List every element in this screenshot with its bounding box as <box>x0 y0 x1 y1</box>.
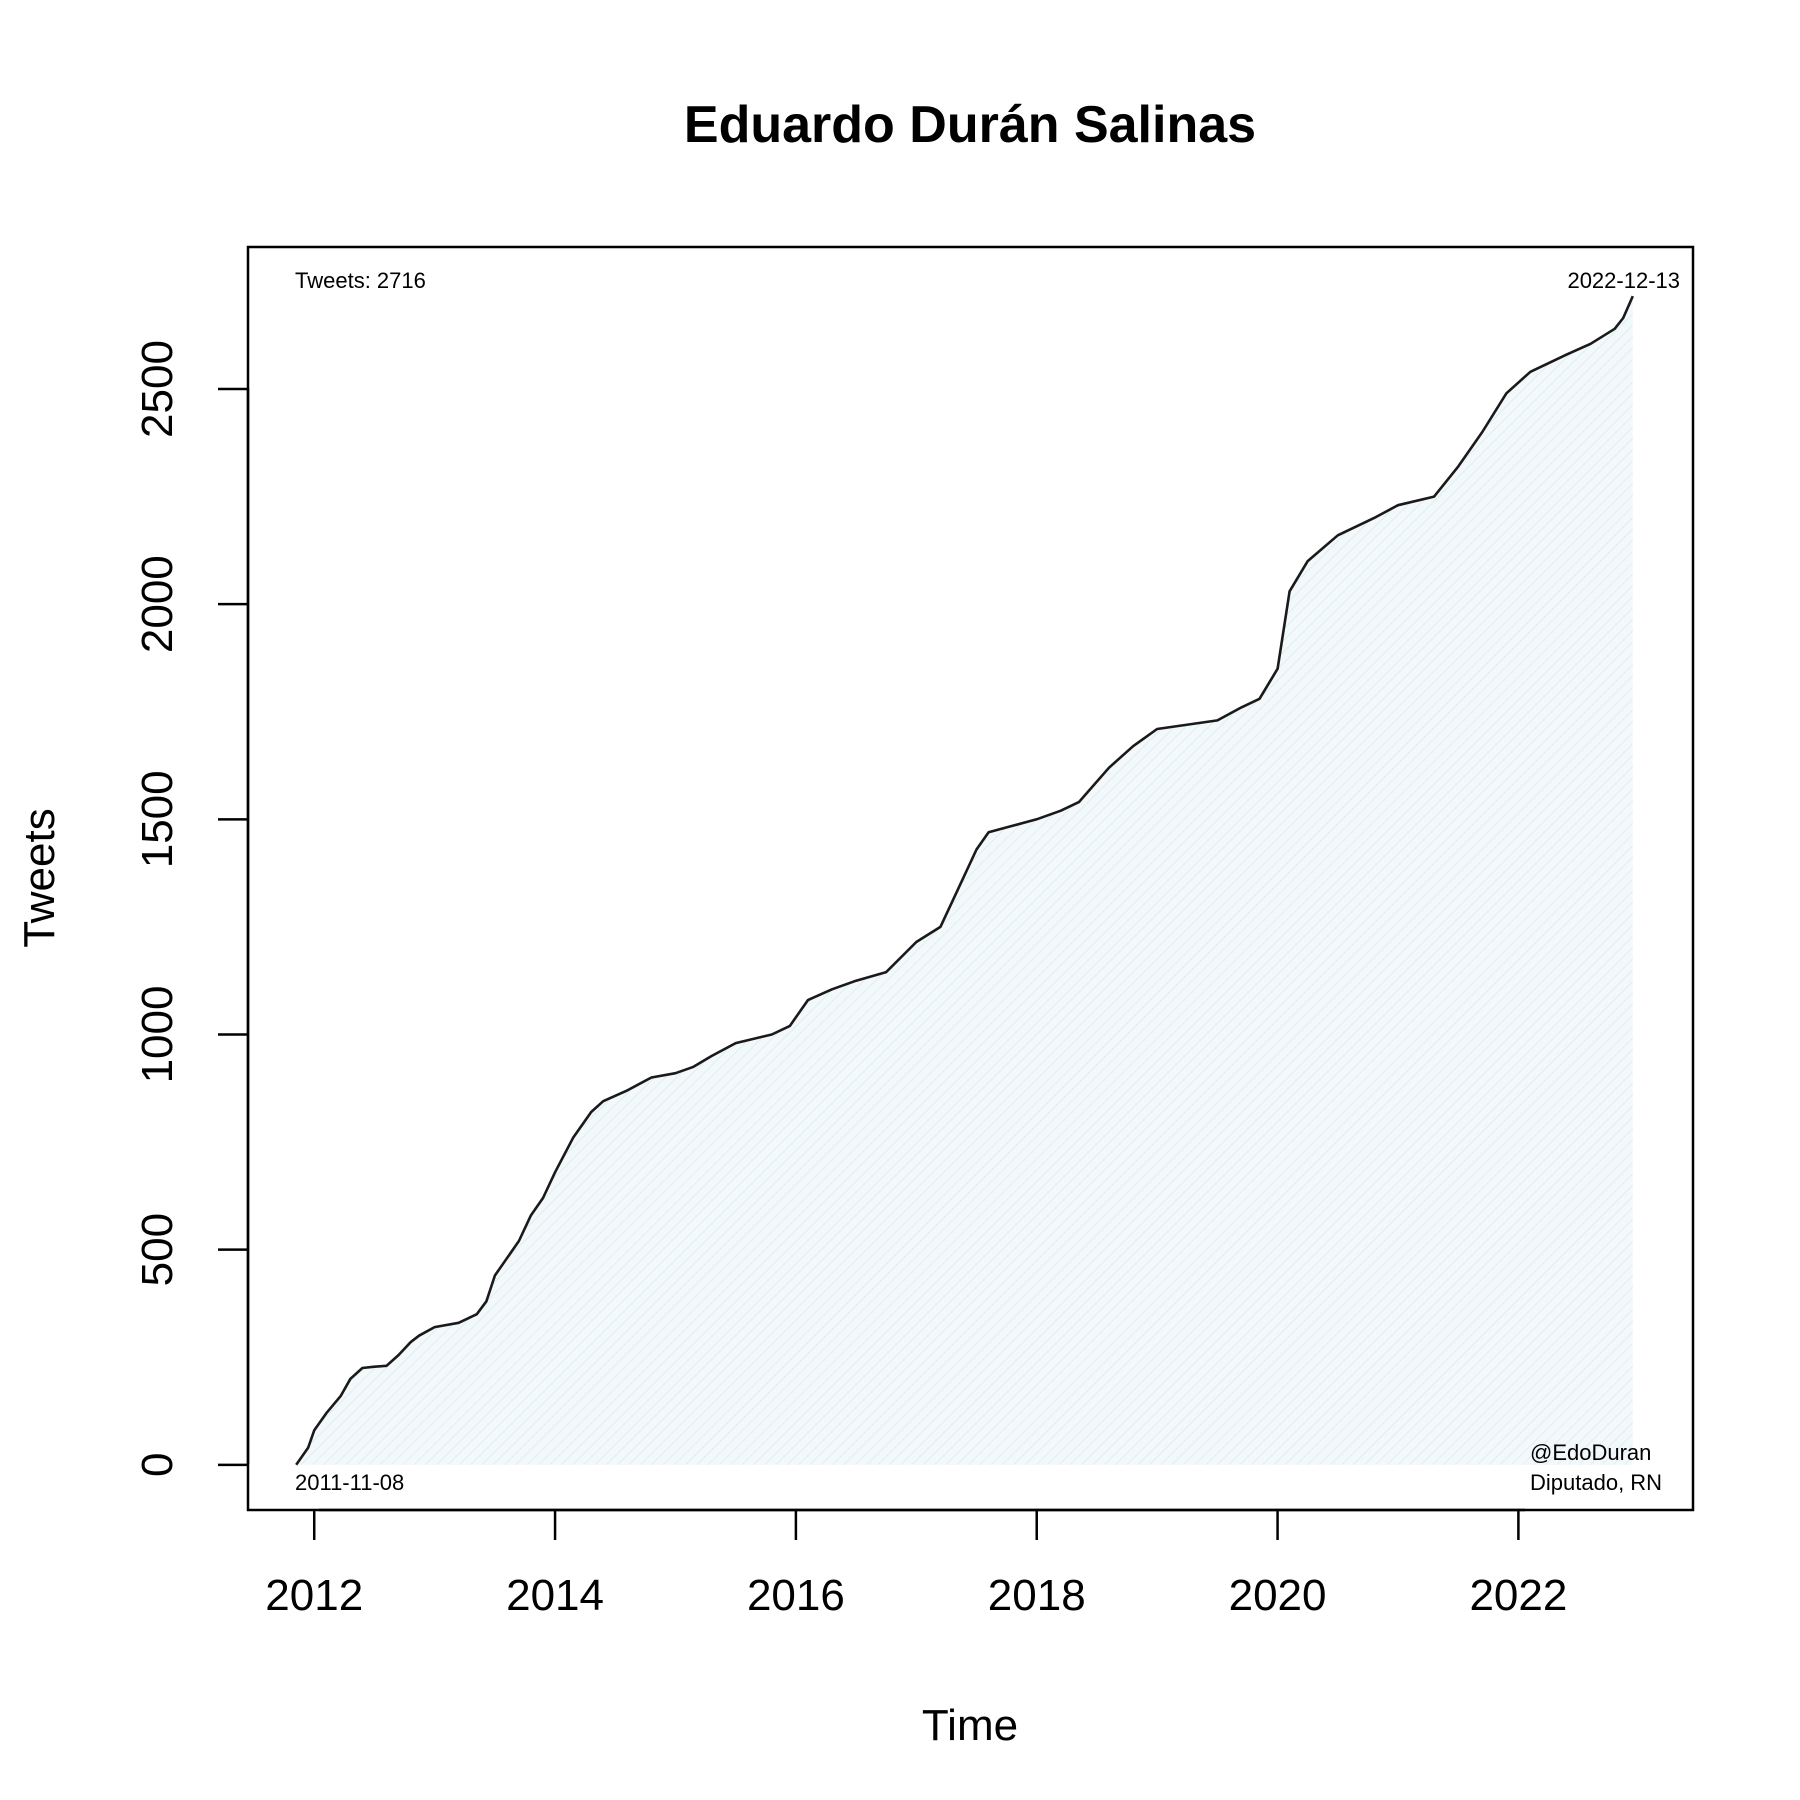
cumulative-area-fill <box>296 296 1633 1465</box>
x-tick-label-2018: 2018 <box>988 1571 1086 1620</box>
y-tick-label-1000: 1000 <box>133 986 182 1084</box>
plot-area <box>295 295 1634 1466</box>
y-tick-label-2000: 2000 <box>133 555 182 653</box>
x-axis-title: Time <box>922 1701 1018 1750</box>
x-tick-label-2012: 2012 <box>265 1571 363 1620</box>
x-tick-label-2020: 2020 <box>1229 1571 1327 1620</box>
end-date-note: 2022-12-13 <box>1567 268 1680 293</box>
y-axis: 0 500 1000 1500 2000 2500 <box>133 340 250 1477</box>
x-tick-label-2014: 2014 <box>506 1571 604 1620</box>
account-role-note: Diputado, RN <box>1530 1470 1662 1495</box>
y-axis-title: Tweets <box>15 808 64 947</box>
cumulative-tweets-line <box>295 295 1634 1466</box>
y-tick-label-2500: 2500 <box>133 340 182 438</box>
chart-title: Eduardo Durán Salinas <box>684 96 1256 154</box>
account-handle-note: @EdoDuran <box>1530 1440 1651 1465</box>
y-tick-label-500: 500 <box>133 1213 182 1286</box>
x-axis: 2012 2014 2016 2018 2020 2022 <box>265 1508 1567 1620</box>
start-date-note: 2011-11-08 <box>295 1470 404 1495</box>
tweet-count-note: Tweets: 2716 <box>295 268 426 293</box>
y-tick-label-0: 0 <box>133 1453 182 1477</box>
y-tick-label-1500: 1500 <box>133 770 182 868</box>
x-tick-label-2016: 2016 <box>747 1571 845 1620</box>
x-tick-label-2022: 2022 <box>1469 1571 1567 1620</box>
